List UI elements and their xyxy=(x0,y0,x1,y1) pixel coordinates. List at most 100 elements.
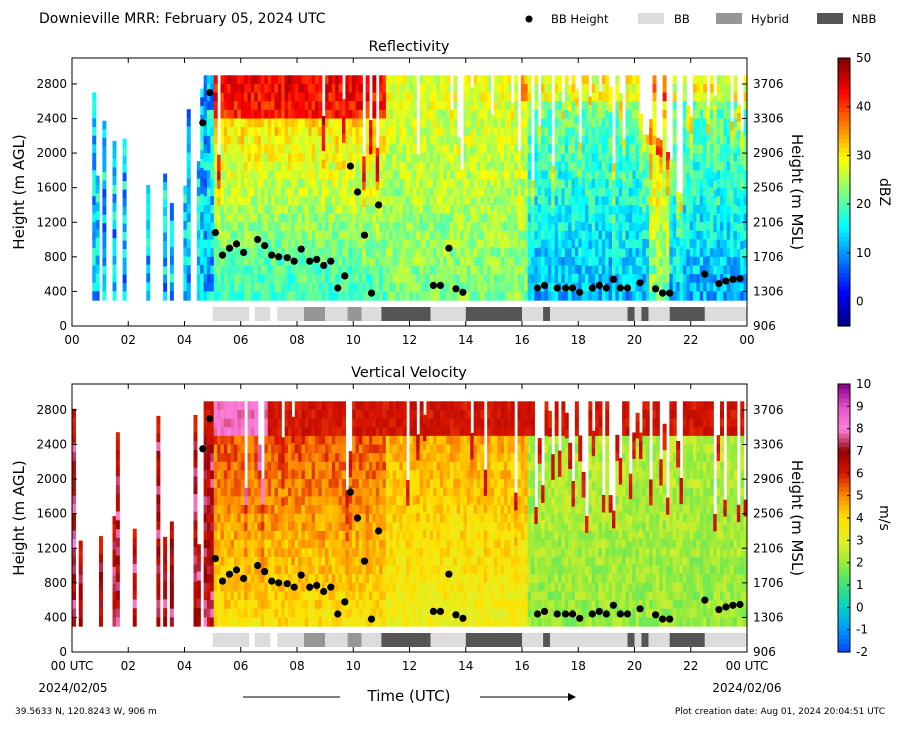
field-cell xyxy=(318,101,322,110)
field-cell xyxy=(359,144,363,153)
field-cell xyxy=(170,582,174,591)
field-cell xyxy=(187,205,191,214)
bb-type-segment xyxy=(543,307,550,321)
field-cell xyxy=(92,127,96,136)
field-cell xyxy=(187,109,191,118)
field-cell xyxy=(99,617,103,627)
field-cell xyxy=(156,591,160,600)
field-cell xyxy=(102,181,106,190)
bb-type-segment xyxy=(431,307,466,321)
legend-hybrid-swatch xyxy=(716,13,742,24)
field-cell xyxy=(72,426,76,435)
field-cell xyxy=(146,265,150,274)
field-cell xyxy=(528,136,532,145)
field-cell xyxy=(72,574,76,583)
bb-type-segment xyxy=(325,307,348,321)
field-cell xyxy=(619,119,623,128)
field-cell xyxy=(163,182,167,191)
bb-height-point xyxy=(313,256,320,263)
colorbar-segment xyxy=(838,179,850,184)
field-cell xyxy=(163,207,167,216)
colorbar-segment xyxy=(838,116,850,121)
field-cell xyxy=(534,75,538,84)
bb-height-point xyxy=(327,258,334,265)
field-cell xyxy=(113,150,117,159)
field-cell xyxy=(548,75,552,84)
field-cell xyxy=(156,617,160,626)
field-cell xyxy=(163,190,167,199)
bb-height-point xyxy=(368,290,375,297)
field-cell xyxy=(163,258,167,267)
bb-height-point xyxy=(268,252,275,259)
field-cell xyxy=(558,75,562,84)
colorbar-segment xyxy=(838,67,850,72)
field-cell xyxy=(447,101,451,110)
y2-tick-label: 906 xyxy=(753,319,776,333)
colorbar-segment xyxy=(838,237,850,242)
colorbar-segment xyxy=(838,286,850,291)
field-cell xyxy=(653,110,657,119)
bb-height-point xyxy=(701,271,708,278)
field-cell xyxy=(99,599,103,609)
field-cell xyxy=(558,93,562,102)
field-cell xyxy=(619,128,623,137)
x-tick-label: 08 xyxy=(289,333,304,347)
colorbar-segment xyxy=(838,62,850,67)
field-cell xyxy=(548,110,552,119)
figure-title: Downieville MRR: February 05, 2024 UTC xyxy=(39,11,326,27)
field-cell xyxy=(79,609,83,618)
field-cell xyxy=(197,599,201,609)
field-cell xyxy=(113,212,117,221)
field-cell xyxy=(514,101,518,110)
field-cell xyxy=(453,110,457,119)
field-cell xyxy=(156,538,160,547)
field-cell xyxy=(113,194,117,203)
field-cell xyxy=(79,549,83,558)
bb-height-point xyxy=(617,284,624,291)
field-cell xyxy=(453,93,457,102)
y2-tick-label: 1306 xyxy=(753,284,784,298)
field-cell xyxy=(548,144,552,153)
field-cell xyxy=(528,75,532,84)
field-cell xyxy=(146,194,150,203)
field-cell xyxy=(133,582,137,591)
field-cell xyxy=(214,75,218,84)
field-cell xyxy=(197,553,201,563)
bb-type-segment xyxy=(213,307,250,321)
field-cell xyxy=(96,273,100,282)
field-cell xyxy=(163,292,167,301)
field-cell xyxy=(673,75,677,84)
field-cell xyxy=(92,92,96,101)
bb-height-point xyxy=(603,284,610,291)
field-cell xyxy=(734,93,738,102)
y2-tick-label: 3306 xyxy=(753,112,784,126)
field-cell xyxy=(163,233,167,242)
bb-height-point xyxy=(375,201,382,208)
field-cell xyxy=(72,478,76,487)
field-cell xyxy=(156,468,160,477)
field-cell xyxy=(133,555,137,564)
field-cell xyxy=(487,93,491,102)
field-cell xyxy=(359,84,363,93)
bb-height-point xyxy=(445,245,452,252)
bb-type-segment xyxy=(705,307,747,321)
field-cell xyxy=(548,136,552,145)
field-cell xyxy=(187,118,191,127)
legend-hybrid-label: Hybrid xyxy=(751,12,789,26)
field-cell xyxy=(156,425,160,434)
bb-type-segment xyxy=(670,307,705,321)
bb-height-point xyxy=(347,163,354,170)
field-cell xyxy=(116,529,120,538)
field-cell xyxy=(619,110,623,119)
field-cell xyxy=(194,512,198,521)
field-cell xyxy=(133,573,137,582)
bb-height-point xyxy=(437,282,444,289)
field-cell xyxy=(194,441,198,450)
field-cell xyxy=(146,211,150,220)
field-cell xyxy=(156,433,160,442)
colorbar-segment xyxy=(838,201,850,206)
colorbar-segment xyxy=(838,125,850,130)
field-cell xyxy=(102,215,106,224)
field-cell xyxy=(156,521,160,530)
colorbar-segment xyxy=(838,246,850,251)
